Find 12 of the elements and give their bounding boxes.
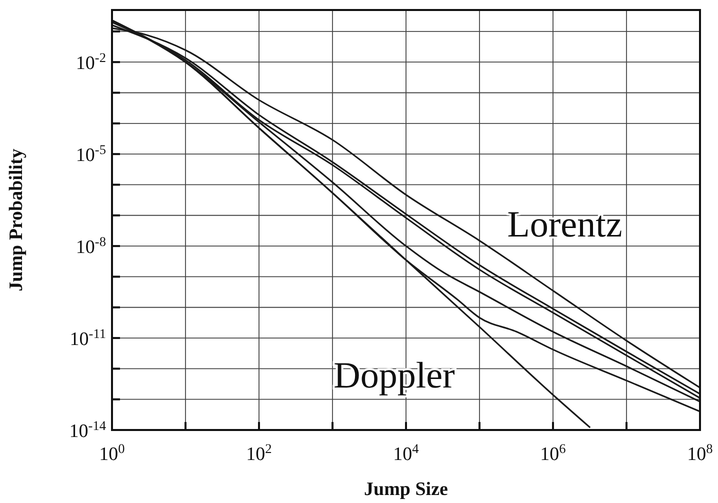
y-tick-label: 10$^{-11}$ <box>70 326 106 350</box>
y-tick-label: 10$^{-2}$ <box>76 50 106 74</box>
x-tick-label: 10$^{6}$ <box>540 440 566 465</box>
y-tick-label: 10$^{-8}$ <box>76 234 106 258</box>
y-tick-label: 10$^{-14}$ <box>69 418 106 442</box>
y-axis-title: Jump Probability <box>6 148 27 292</box>
x-tick-label: 10$^{0}$ <box>99 440 126 465</box>
y-tick-label: 10$^{-5}$ <box>76 142 106 166</box>
x-tick-label: 10$^{8}$ <box>687 440 714 465</box>
x-tick-label: 10$^{2}$ <box>246 440 272 465</box>
x-axis-title: Jump Size <box>364 479 448 500</box>
x-tick-label: 10$^{4}$ <box>393 440 420 465</box>
